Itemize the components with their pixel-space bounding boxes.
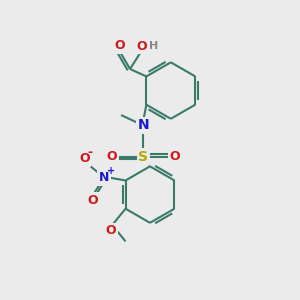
Text: +: +: [106, 166, 115, 176]
Text: O: O: [106, 150, 117, 163]
Text: -: -: [88, 146, 93, 159]
Text: O: O: [105, 224, 116, 238]
Text: O: O: [170, 150, 181, 163]
Text: N: N: [138, 118, 149, 133]
Text: O: O: [136, 40, 147, 52]
Text: O: O: [87, 194, 98, 207]
Text: H: H: [149, 41, 158, 51]
Text: O: O: [114, 39, 125, 52]
Text: N: N: [99, 171, 109, 184]
Text: S: S: [138, 150, 148, 164]
Text: O: O: [79, 152, 89, 165]
